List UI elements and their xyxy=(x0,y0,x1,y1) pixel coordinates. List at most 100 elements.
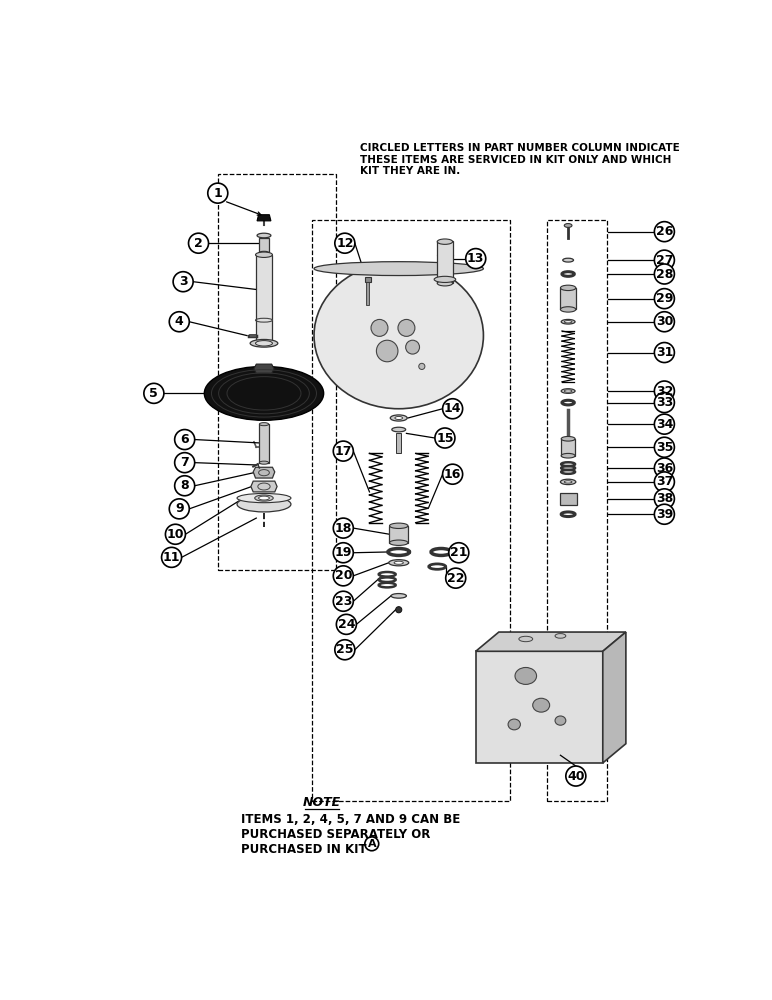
Ellipse shape xyxy=(395,416,402,420)
Ellipse shape xyxy=(519,636,533,642)
Circle shape xyxy=(365,837,379,851)
Text: 20: 20 xyxy=(334,569,352,582)
Text: 38: 38 xyxy=(655,492,673,505)
Ellipse shape xyxy=(561,436,575,441)
Text: 4: 4 xyxy=(175,315,184,328)
Ellipse shape xyxy=(561,319,575,324)
Bar xyxy=(256,255,273,343)
Circle shape xyxy=(396,607,401,613)
Circle shape xyxy=(208,183,228,203)
Text: 22: 22 xyxy=(447,572,465,585)
Text: 13: 13 xyxy=(467,252,484,265)
Circle shape xyxy=(655,289,675,309)
Ellipse shape xyxy=(533,698,550,712)
Ellipse shape xyxy=(555,716,566,725)
Text: 10: 10 xyxy=(167,528,185,541)
Ellipse shape xyxy=(250,339,278,347)
Text: 14: 14 xyxy=(444,402,462,415)
Bar xyxy=(390,526,408,543)
Ellipse shape xyxy=(437,281,452,286)
Ellipse shape xyxy=(560,307,576,312)
Polygon shape xyxy=(257,215,271,221)
Bar xyxy=(313,220,510,801)
Bar xyxy=(365,277,371,282)
Circle shape xyxy=(466,249,486,269)
Circle shape xyxy=(144,383,164,403)
Circle shape xyxy=(655,472,675,492)
Circle shape xyxy=(655,458,675,478)
Text: 31: 31 xyxy=(655,346,673,359)
Ellipse shape xyxy=(259,423,269,426)
Circle shape xyxy=(161,547,181,567)
Ellipse shape xyxy=(256,341,273,346)
Ellipse shape xyxy=(255,495,273,501)
Ellipse shape xyxy=(564,481,572,483)
Text: 5: 5 xyxy=(150,387,158,400)
Ellipse shape xyxy=(391,415,407,421)
Ellipse shape xyxy=(314,262,483,409)
Bar xyxy=(476,651,603,763)
Text: 26: 26 xyxy=(655,225,673,238)
Ellipse shape xyxy=(371,319,388,336)
Text: 27: 27 xyxy=(655,254,673,267)
Ellipse shape xyxy=(565,436,571,440)
Circle shape xyxy=(655,489,675,509)
Circle shape xyxy=(655,222,675,242)
Circle shape xyxy=(655,250,675,270)
Ellipse shape xyxy=(564,390,572,392)
Circle shape xyxy=(174,430,195,450)
Circle shape xyxy=(335,233,355,253)
Bar xyxy=(218,174,336,570)
Ellipse shape xyxy=(394,561,403,564)
Text: 40: 40 xyxy=(567,770,584,783)
Text: 21: 21 xyxy=(450,546,468,559)
Ellipse shape xyxy=(259,461,269,464)
Text: 12: 12 xyxy=(336,237,354,250)
Text: 11: 11 xyxy=(163,551,181,564)
Text: 8: 8 xyxy=(181,479,189,492)
Ellipse shape xyxy=(560,479,576,485)
Circle shape xyxy=(188,233,208,253)
Ellipse shape xyxy=(434,276,455,282)
Circle shape xyxy=(334,543,354,563)
Text: 25: 25 xyxy=(336,643,354,656)
Circle shape xyxy=(655,381,675,401)
Text: ITEMS 1, 2, 4, 5, 7 AND 9 CAN BE
PURCHASED SEPARATELY OR
PURCHASED IN KIT: ITEMS 1, 2, 4, 5, 7 AND 9 CAN BE PURCHAS… xyxy=(241,813,460,856)
Bar xyxy=(547,220,608,801)
Circle shape xyxy=(335,640,355,660)
Ellipse shape xyxy=(205,366,323,420)
Text: 29: 29 xyxy=(655,292,673,305)
Bar xyxy=(437,241,452,283)
Circle shape xyxy=(334,518,354,538)
Ellipse shape xyxy=(437,239,452,244)
Circle shape xyxy=(337,614,357,634)
Circle shape xyxy=(655,437,675,457)
Ellipse shape xyxy=(314,262,483,276)
Ellipse shape xyxy=(508,719,520,730)
Text: 17: 17 xyxy=(334,445,352,458)
Ellipse shape xyxy=(564,224,572,227)
Bar xyxy=(560,493,577,505)
Ellipse shape xyxy=(377,340,398,362)
Text: 33: 33 xyxy=(655,396,673,409)
Bar xyxy=(561,439,575,456)
Text: 19: 19 xyxy=(334,546,352,559)
Bar xyxy=(367,282,370,305)
Ellipse shape xyxy=(259,496,269,500)
Ellipse shape xyxy=(398,319,415,336)
Circle shape xyxy=(655,312,675,332)
Text: 3: 3 xyxy=(179,275,188,288)
Circle shape xyxy=(169,312,189,332)
Circle shape xyxy=(334,591,354,611)
Text: A: A xyxy=(367,839,376,849)
Text: 36: 36 xyxy=(655,462,673,475)
Ellipse shape xyxy=(389,560,408,566)
Text: 28: 28 xyxy=(655,267,673,280)
Circle shape xyxy=(655,393,675,413)
Circle shape xyxy=(442,399,462,419)
Polygon shape xyxy=(476,632,626,651)
Text: 18: 18 xyxy=(334,522,352,535)
Polygon shape xyxy=(254,364,274,373)
Circle shape xyxy=(174,476,195,496)
Circle shape xyxy=(334,566,354,586)
